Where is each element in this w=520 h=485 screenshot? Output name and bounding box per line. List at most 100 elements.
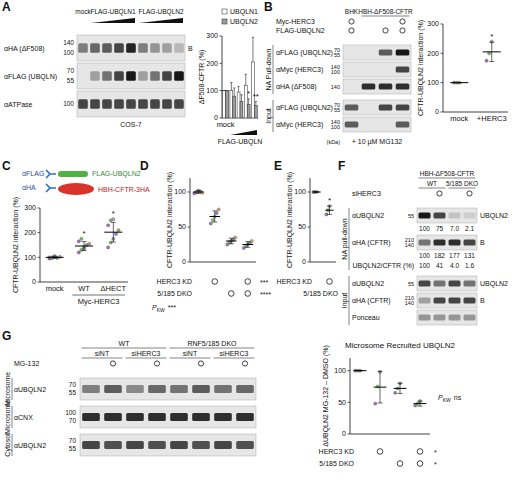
bar <box>254 106 257 118</box>
row-label: αCNX <box>14 414 33 421</box>
row-label: αFLAG (UBQLN2) <box>276 104 333 112</box>
band-label: B <box>480 297 485 304</box>
band-label: B <box>188 45 193 52</box>
band <box>379 122 393 128</box>
band <box>170 441 188 449</box>
y-tick-label: 200 <box>24 229 36 236</box>
error-bar <box>252 37 254 62</box>
band-label: UBQLN2 <box>480 280 508 288</box>
y-tick-label: 100 <box>334 367 346 374</box>
condition-label: HERC3 KD <box>319 448 354 455</box>
y-tick <box>38 232 41 233</box>
band <box>345 67 359 73</box>
size-marker: 55 <box>408 281 414 287</box>
band <box>214 413 232 421</box>
band <box>379 105 393 111</box>
band <box>150 71 160 81</box>
condition-label: HERC3 KD <box>277 278 312 285</box>
band <box>126 441 144 449</box>
quant-value: 182 <box>434 252 445 259</box>
band <box>170 385 188 393</box>
quant-value: 2.1 <box>465 225 474 232</box>
band <box>114 71 124 81</box>
protein-label: FLAG-UBQLN2 <box>92 170 141 178</box>
panel-letter: E <box>274 159 282 173</box>
error-bar <box>327 206 332 214</box>
condition-mark <box>467 191 472 196</box>
chart: 050100ΔUBQLN2 MG-132 – DMSO (%)Microsome… <box>319 341 462 468</box>
band <box>345 84 359 90</box>
band <box>449 240 461 246</box>
error-bar <box>111 222 116 242</box>
point <box>358 369 361 372</box>
plot-area <box>46 218 123 261</box>
stat-value: ns <box>454 394 462 401</box>
header-line <box>82 358 123 359</box>
row-label: αATPase <box>4 101 33 108</box>
row-label: αHA (ΔF508) <box>4 45 45 53</box>
band <box>362 50 376 56</box>
x-axis <box>443 112 508 113</box>
mean-line <box>46 257 64 258</box>
band <box>78 43 88 53</box>
blot-membrane <box>343 45 411 60</box>
blot-header: siNT <box>95 350 110 357</box>
x-axis-title: FLAG-UBQLN <box>218 138 263 146</box>
blot-membrane <box>343 62 411 77</box>
plot-area <box>354 369 427 407</box>
size-marker: 55 <box>334 107 340 113</box>
band <box>449 315 461 321</box>
significance: *** <box>260 279 268 286</box>
row-label: αUBQLN2 <box>14 386 46 394</box>
size-marker: 55 <box>334 52 340 58</box>
y-tick-label: 0 <box>302 258 306 265</box>
blot-membrane <box>417 235 477 250</box>
band <box>138 43 148 53</box>
band <box>434 298 446 304</box>
section-bracket <box>349 276 350 325</box>
size-marker: 55 <box>67 77 75 84</box>
y-tick-label: 100 <box>427 79 439 86</box>
row-label: αUBQLN2 <box>352 280 384 288</box>
blot-header: siHERC3 <box>220 350 249 357</box>
dose-ramp <box>91 18 135 23</box>
band <box>379 50 393 56</box>
stat-label: PKW*** <box>152 304 176 313</box>
quant-value: 7.0 <box>450 225 459 232</box>
stat-value: *** <box>168 304 176 311</box>
band <box>434 240 446 246</box>
point <box>88 242 91 245</box>
section-label: NA pull-down <box>341 218 349 259</box>
row-label: αHA (CFTR) <box>352 297 391 305</box>
condition-mark <box>383 28 388 33</box>
dose-ramp <box>139 18 183 23</box>
error-bar <box>245 74 247 85</box>
y-tick-label: 100 <box>24 254 36 261</box>
band <box>102 71 112 81</box>
condition-mark <box>377 449 383 455</box>
band <box>150 99 160 109</box>
y-tick <box>188 192 191 193</box>
band <box>192 413 210 421</box>
section-bracket <box>273 45 274 94</box>
legend-label: UBQLN1 <box>230 8 258 16</box>
section-bracket <box>12 434 13 456</box>
header-line <box>419 188 446 189</box>
y-tick <box>220 118 223 119</box>
significance: * <box>490 32 493 41</box>
band <box>419 213 431 219</box>
condition-mark <box>198 361 203 366</box>
blot-header: WT <box>119 340 131 347</box>
header-line <box>170 358 211 359</box>
y-tick <box>441 82 444 83</box>
mean-line <box>354 370 367 371</box>
error-bar <box>223 90 225 91</box>
condition-mark <box>437 191 442 196</box>
band <box>362 122 376 128</box>
point <box>374 402 377 405</box>
condition-label: siHERC3 <box>352 190 381 197</box>
row-label: αMyc (HERC3) <box>276 121 323 129</box>
band <box>214 441 232 449</box>
bar <box>252 62 255 118</box>
y-tick <box>308 262 311 263</box>
